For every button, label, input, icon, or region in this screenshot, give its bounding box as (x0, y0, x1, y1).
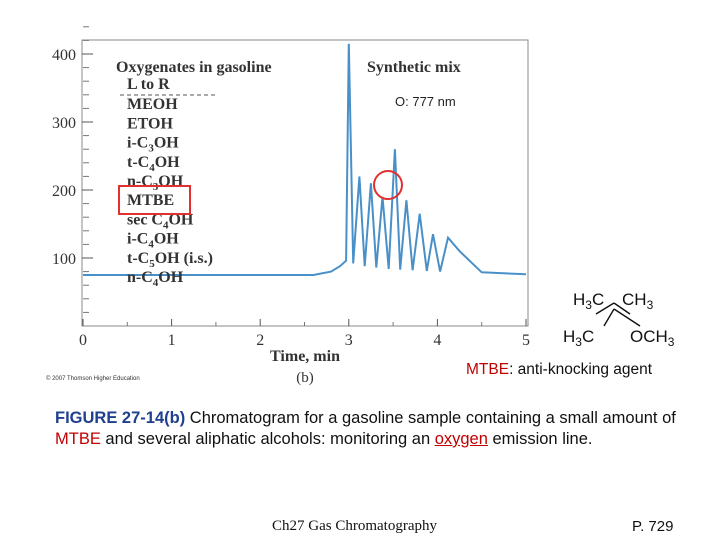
x-axis-label: Time, min (270, 348, 340, 365)
figure-caption: FIGURE 27-14(b) Chromatogram for a gasol… (55, 408, 695, 450)
x-tick-label: 2 (256, 332, 264, 349)
mtbe-note-term: MTBE (466, 361, 510, 378)
wavelength-annotation: O: 777 nm (395, 94, 456, 109)
mtbe-peak-circle (373, 170, 403, 200)
figure-number: FIGURE 27-14(b) (55, 409, 186, 427)
legend-item: MTBE (127, 192, 174, 209)
y-axis-minor-ticks (83, 26, 89, 313)
x-axis-ticks: 0 1 2 3 4 5 (79, 319, 530, 349)
x-tick-label: 3 (345, 332, 353, 349)
chromatogram-trace (83, 43, 527, 276)
y-tick-label: 300 (52, 115, 76, 132)
legend-item: L to R (127, 76, 170, 93)
mtbe-structure (595, 302, 641, 327)
mtbe-note-text: : anti-knocking agent (509, 361, 653, 378)
structure-bottom-right: OCH3 (630, 327, 675, 349)
panel-title-left: Oxygenates in gasoline (116, 59, 272, 76)
y-axis-ticks: 100 200 300 400 (52, 47, 93, 268)
x-tick-label: 5 (522, 332, 530, 349)
panel-label: (b) (296, 370, 314, 386)
x-tick-label: 1 (168, 332, 176, 349)
mtbe-highlight-box (118, 185, 191, 215)
legend-item: t-C5OH (i.s.) (127, 250, 213, 270)
x-tick-label: 4 (433, 332, 441, 349)
legend-item: t-C4OH (127, 154, 180, 174)
caption-text-1: Chromatogram for a gasoline sample conta… (185, 409, 676, 427)
footer-chapter: Ch27 Gas Chromatography (272, 518, 437, 534)
legend-item: MEOH (127, 96, 178, 113)
legend-item: i-C4OH (127, 231, 179, 251)
legend-item: ETOH (127, 115, 174, 132)
legend-item: sec C4OH (127, 211, 194, 231)
y-tick-label: 400 (52, 47, 76, 64)
y-tick-label: 100 (52, 251, 76, 268)
caption-oxygen: oxygen (434, 430, 488, 448)
caption-text-3: emission line. (487, 430, 593, 448)
footer-page-number: P. 729 (632, 518, 674, 535)
structure-top-right: CH3 (622, 290, 654, 312)
structure-bottom-left: H3C (563, 327, 594, 349)
caption-text-2: and several aliphatic alcohols: monitori… (100, 430, 435, 448)
x-tick-label: 0 (79, 332, 87, 349)
legend-item: n-C3OH (127, 173, 184, 193)
legend-item: i-C3OH (127, 135, 179, 155)
mtbe-note: MTBE: anti-knocking agent (466, 361, 652, 379)
panel-title-right: Synthetic mix (367, 59, 461, 76)
y-tick-label: 200 (52, 183, 76, 200)
copyright-note: © 2007 Thomson Higher Education (46, 376, 140, 382)
structure-top-left: H3C (573, 290, 604, 312)
legend-item: n-C4OH (127, 269, 184, 289)
caption-mtbe: MTBE (55, 430, 101, 448)
